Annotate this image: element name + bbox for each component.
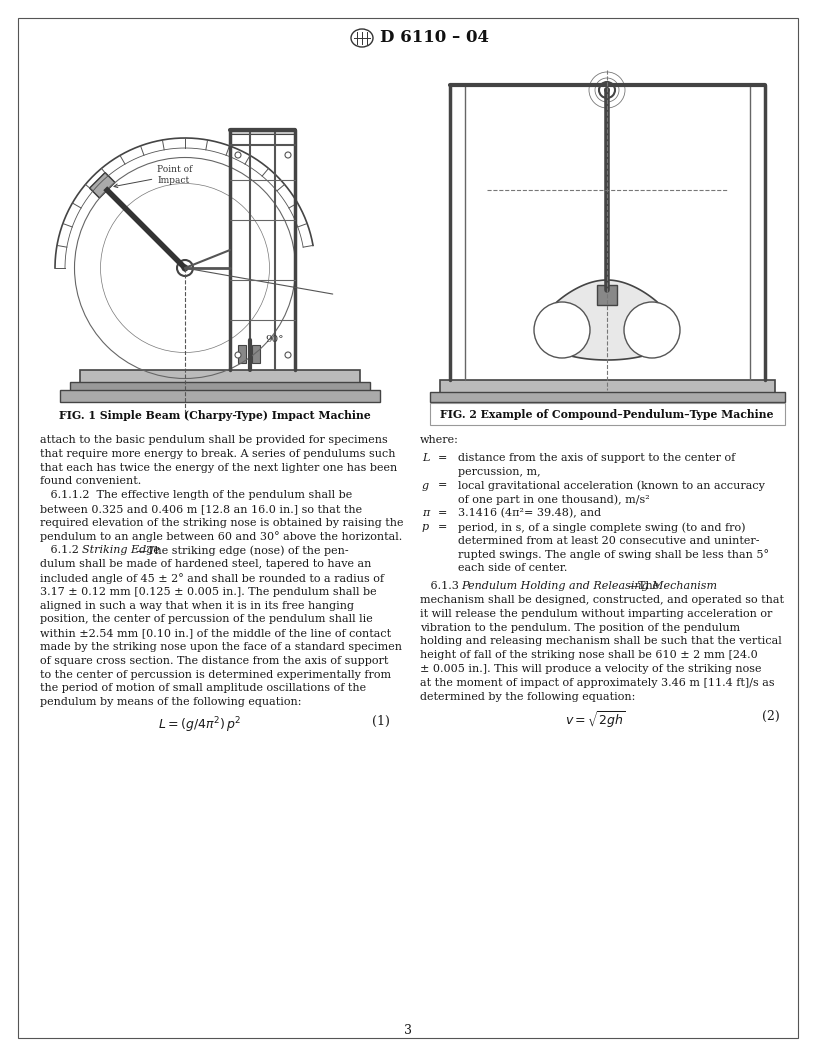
Text: mechanism shall be designed, constructed, and operated so that: mechanism shall be designed, constructed…	[420, 596, 784, 605]
Text: 3: 3	[404, 1023, 412, 1037]
Polygon shape	[539, 280, 675, 360]
Circle shape	[177, 260, 193, 276]
Text: 6.1.2: 6.1.2	[40, 545, 86, 555]
Text: included angle of 45 ± 2° and shall be rounded to a radius of: included angle of 45 ± 2° and shall be r…	[40, 573, 384, 584]
Text: 3.1416 (4π²= 39.48), and: 3.1416 (4π²= 39.48), and	[458, 508, 601, 518]
Text: 3.17 ± 0.12 mm [0.125 ± 0.005 in.]. The pendulum shall be: 3.17 ± 0.12 mm [0.125 ± 0.005 in.]. The …	[40, 587, 377, 597]
FancyBboxPatch shape	[60, 390, 380, 402]
Text: =: =	[438, 480, 447, 491]
Text: that require more energy to break. A series of pendulums such: that require more energy to break. A ser…	[40, 449, 396, 458]
Text: pendulum by means of the following equation:: pendulum by means of the following equat…	[40, 697, 301, 708]
Circle shape	[235, 352, 241, 358]
Text: FIG. 2 Example of Compound–Pendulum–Type Machine: FIG. 2 Example of Compound–Pendulum–Type…	[441, 409, 774, 419]
Text: aligned in such a way that when it is in its free hanging: aligned in such a way that when it is in…	[40, 601, 354, 610]
Ellipse shape	[351, 29, 373, 48]
Text: percussion, m,: percussion, m,	[458, 467, 541, 476]
Text: pendulum to an angle between 60 and 30° above the horizontal.: pendulum to an angle between 60 and 30° …	[40, 531, 402, 543]
Text: $L = (g/4\pi^2)\, p^2$: $L = (g/4\pi^2)\, p^2$	[158, 715, 242, 735]
Text: —The: —The	[628, 581, 660, 591]
Text: found convenient.: found convenient.	[40, 476, 141, 487]
Text: =: =	[438, 508, 447, 518]
Text: D 6110 – 04: D 6110 – 04	[380, 30, 489, 46]
Bar	[252, 345, 260, 363]
Text: =: =	[438, 522, 447, 532]
Bar	[440, 380, 775, 395]
Bar	[430, 403, 785, 425]
Bar	[430, 392, 785, 402]
Text: determined by the following equation:: determined by the following equation:	[420, 692, 636, 701]
Text: 6.1.3: 6.1.3	[420, 581, 466, 591]
Bar	[230, 128, 295, 134]
Text: g: g	[422, 480, 429, 491]
Text: Point of
Impact: Point of Impact	[114, 165, 193, 188]
FancyBboxPatch shape	[80, 370, 360, 388]
Text: (1): (1)	[372, 715, 390, 728]
Circle shape	[285, 152, 291, 158]
Text: π: π	[422, 508, 429, 518]
Text: to the center of percussion is determined experimentally from: to the center of percussion is determine…	[40, 670, 391, 680]
Text: at the moment of impact of approximately 3.46 m [11.4 ft]/s as: at the moment of impact of approximately…	[420, 678, 774, 687]
Text: dulum shall be made of hardened steel, tapered to have an: dulum shall be made of hardened steel, t…	[40, 560, 371, 569]
Circle shape	[182, 265, 188, 271]
FancyBboxPatch shape	[70, 382, 370, 392]
Text: FIG. 1 Simple Beam (Charpy-Type) Impact Machine: FIG. 1 Simple Beam (Charpy-Type) Impact …	[59, 410, 371, 421]
Text: 6.1.1.2  The effective length of the pendulum shall be: 6.1.1.2 The effective length of the pend…	[40, 490, 353, 501]
Text: 90°: 90°	[265, 335, 283, 344]
Text: p: p	[422, 522, 429, 532]
Text: between 0.325 and 0.406 m [12.8 an 16.0 in.] so that the: between 0.325 and 0.406 m [12.8 an 16.0 …	[40, 504, 362, 514]
Text: required elevation of the striking nose is obtained by raising the: required elevation of the striking nose …	[40, 517, 403, 528]
Text: period, in s, of a single complete swing (to and fro): period, in s, of a single complete swing…	[458, 522, 746, 532]
Text: —The striking edge (nose) of the pen-: —The striking edge (nose) of the pen-	[135, 545, 348, 555]
Text: rupted swings. The angle of swing shall be less than 5°: rupted swings. The angle of swing shall …	[458, 549, 769, 561]
Text: local gravitational acceleration (known to an accuracy: local gravitational acceleration (known …	[458, 480, 765, 491]
Text: within ±2.54 mm [0.10 in.] of the middle of the line of contact: within ±2.54 mm [0.10 in.] of the middle…	[40, 628, 391, 638]
Text: (2): (2)	[762, 710, 780, 722]
Text: of one part in one thousand), m/s²: of one part in one thousand), m/s²	[458, 494, 650, 505]
Text: ± 0.005 in.]. This will produce a velocity of the striking nose: ± 0.005 in.]. This will produce a veloci…	[420, 664, 761, 674]
Circle shape	[599, 82, 615, 98]
Circle shape	[534, 302, 590, 358]
Text: where:: where:	[420, 435, 459, 445]
Text: height of fall of the striking nose shall be 610 ± 2 mm [24.0: height of fall of the striking nose shal…	[420, 650, 758, 660]
Text: attach to the basic pendulum shall be provided for specimens: attach to the basic pendulum shall be pr…	[40, 435, 388, 445]
Bar	[597, 285, 617, 305]
Polygon shape	[90, 172, 115, 197]
Text: distance from the axis of support to the center of: distance from the axis of support to the…	[458, 453, 735, 463]
Circle shape	[285, 352, 291, 358]
Text: each side of center.: each side of center.	[458, 563, 567, 573]
Text: the period of motion of small amplitude oscillations of the: the period of motion of small amplitude …	[40, 683, 366, 694]
Text: Pendulum Holding and Releasing Mechanism: Pendulum Holding and Releasing Mechanism	[462, 581, 717, 591]
Text: of square cross section. The distance from the axis of support: of square cross section. The distance fr…	[40, 656, 388, 665]
Text: Striking Edge: Striking Edge	[82, 545, 160, 555]
Text: made by the striking nose upon the face of a standard specimen: made by the striking nose upon the face …	[40, 642, 402, 652]
Bar	[238, 345, 246, 363]
Circle shape	[624, 302, 680, 358]
Circle shape	[604, 87, 610, 93]
Text: determined from at least 20 consecutive and uninter-: determined from at least 20 consecutive …	[458, 535, 760, 546]
Text: position, the center of percussion of the pendulum shall lie: position, the center of percussion of th…	[40, 615, 373, 624]
Text: vibration to the pendulum. The position of the pendulum: vibration to the pendulum. The position …	[420, 623, 740, 633]
Circle shape	[235, 152, 241, 158]
Text: that each has twice the energy of the next lighter one has been: that each has twice the energy of the ne…	[40, 463, 397, 473]
Text: L: L	[422, 453, 429, 463]
Text: it will release the pendulum without imparting acceleration or: it will release the pendulum without imp…	[420, 609, 773, 619]
Text: =: =	[438, 453, 447, 463]
Text: holding and releasing mechanism shall be such that the vertical: holding and releasing mechanism shall be…	[420, 637, 782, 646]
Text: $v = \sqrt{2gh}$: $v = \sqrt{2gh}$	[565, 710, 625, 731]
